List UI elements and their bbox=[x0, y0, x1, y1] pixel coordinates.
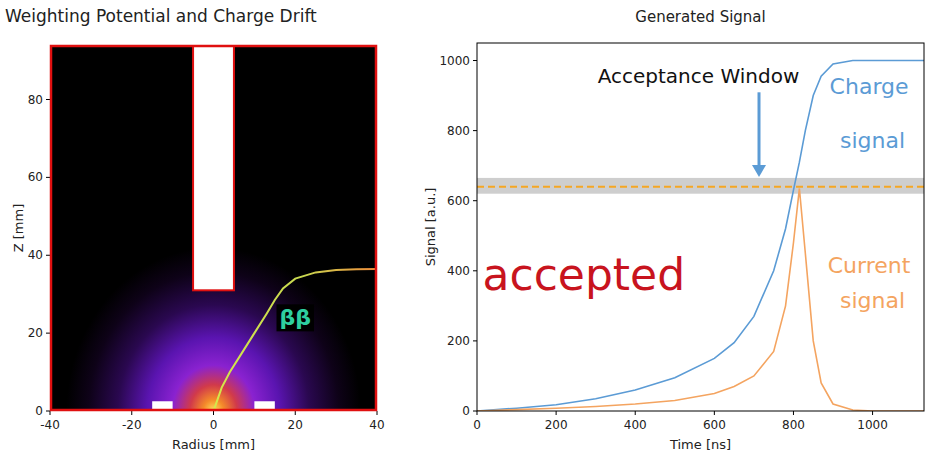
y-tick bbox=[46, 99, 50, 100]
x-tick bbox=[793, 411, 794, 415]
label-line: Current bbox=[828, 253, 918, 278]
y-axis-title: Z [mm] bbox=[11, 204, 26, 253]
acceptance-window bbox=[477, 178, 924, 194]
x-tick-label: 40 bbox=[369, 418, 384, 432]
y-tick bbox=[46, 411, 50, 412]
x-tick-label: 600 bbox=[703, 418, 726, 432]
plot-frame bbox=[477, 43, 924, 411]
series-label: ββ bbox=[280, 305, 312, 330]
series-line bbox=[477, 61, 924, 411]
x-tick-label: 0 bbox=[473, 418, 481, 432]
label-line: signal bbox=[840, 128, 905, 153]
y-tick bbox=[473, 270, 477, 271]
y-tick bbox=[46, 255, 50, 256]
x-tick-label: -40 bbox=[40, 418, 60, 432]
annotation: Acceptance Window bbox=[598, 64, 800, 88]
x-tick bbox=[714, 411, 715, 415]
y-tick bbox=[473, 130, 477, 131]
y-tick-label: 40 bbox=[28, 248, 43, 262]
x-tick-label: 800 bbox=[782, 418, 805, 432]
x-axis-title: Time [ns] bbox=[669, 437, 731, 452]
y-tick-label: 60 bbox=[28, 170, 43, 184]
label-line: Charge bbox=[830, 74, 916, 99]
x-tick bbox=[635, 411, 636, 415]
y-tick-label: 80 bbox=[28, 93, 43, 107]
y-tick-label: 400 bbox=[447, 264, 470, 278]
x-tick bbox=[872, 411, 873, 415]
y-tick-label: 20 bbox=[28, 326, 43, 340]
x-tick bbox=[50, 411, 51, 415]
label-patch bbox=[277, 304, 315, 331]
x-tick-label: 20 bbox=[288, 418, 303, 432]
x-tick bbox=[556, 411, 557, 415]
series-label: Charge signal bbox=[830, 74, 916, 153]
series-line bbox=[477, 188, 924, 411]
x-tick bbox=[295, 411, 296, 415]
x-tick bbox=[131, 411, 132, 415]
y-tick bbox=[473, 200, 477, 201]
annotation-arrowhead bbox=[752, 165, 766, 177]
x-tick bbox=[377, 411, 378, 415]
axes: 0 200 400 600 800 1000 0 200 400 600 800 1000 Time [… bbox=[423, 54, 888, 452]
x-tick-label: 1000 bbox=[857, 418, 888, 432]
panel-title: Generated Signal bbox=[635, 8, 765, 26]
detector-outline bbox=[51, 46, 376, 410]
plot-area bbox=[477, 61, 924, 411]
figure: Weighting Potential and Charge Drift -40 -… bbox=[0, 0, 932, 466]
y-tick bbox=[473, 340, 477, 341]
borehole bbox=[193, 45, 234, 290]
threshold-line bbox=[477, 186, 924, 188]
y-tick-label: 800 bbox=[447, 124, 470, 138]
annotation-arrow bbox=[758, 92, 761, 167]
y-tick-label: 1000 bbox=[439, 54, 470, 68]
x-tick-label: 0 bbox=[210, 418, 218, 432]
panel-title: Weighting Potential and Charge Drift bbox=[5, 6, 317, 26]
y-tick-label: 600 bbox=[447, 194, 470, 208]
label-line: signal bbox=[840, 288, 905, 313]
y-tick bbox=[46, 333, 50, 334]
y-tick bbox=[46, 177, 50, 178]
series-label: Current signal bbox=[828, 253, 918, 313]
x-tick-label: 400 bbox=[624, 418, 647, 432]
x-tick-label: 200 bbox=[545, 418, 568, 432]
x-tick bbox=[477, 411, 478, 415]
y-tick-label: 0 bbox=[462, 404, 470, 418]
plot-area bbox=[50, 45, 377, 411]
y-tick bbox=[473, 60, 477, 61]
x-axis-title: Radius [mm] bbox=[172, 437, 255, 452]
x-tick-label: -20 bbox=[122, 418, 142, 432]
y-tick-label: 200 bbox=[447, 334, 470, 348]
y-tick bbox=[473, 411, 477, 412]
annotation: accepted bbox=[483, 249, 686, 300]
drift-path bbox=[214, 269, 378, 411]
y-axis-title: Signal [a.u.] bbox=[423, 188, 438, 267]
x-tick bbox=[213, 411, 214, 415]
y-tick-label: 0 bbox=[35, 404, 43, 418]
